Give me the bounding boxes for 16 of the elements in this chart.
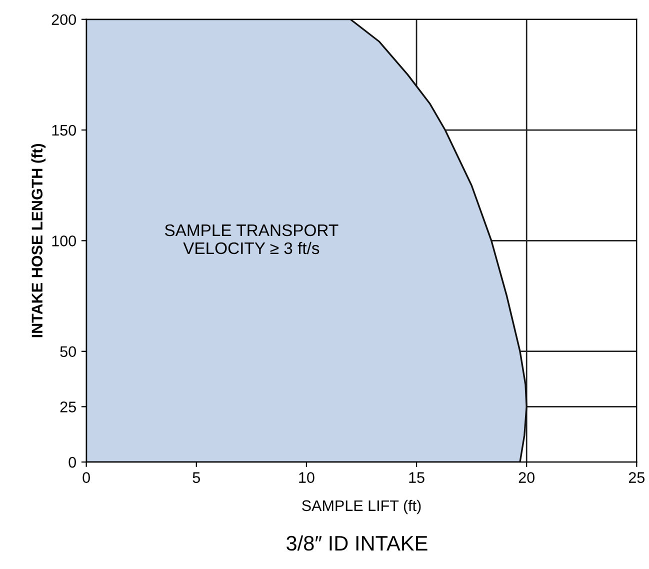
y-axis-title: INTAKE HOSE LENGTH (ft) — [31, 144, 46, 338]
y-tick-label: 100 — [52, 236, 76, 246]
x-tick-label: 15 — [409, 472, 424, 483]
text: 3/8″ ID INTAKE — [286, 535, 428, 551]
x-tick-label: 25 — [628, 472, 645, 483]
x-tick-label: 5 — [192, 472, 200, 483]
annotation: SAMPLE TRANSPORT VELOCITY ≥ 3 ft/s — [164, 224, 338, 254]
y-tick-label: 200 — [52, 14, 76, 26]
x-tick-label: 20 — [518, 472, 534, 483]
x-tick-label: 10 — [299, 472, 314, 483]
y-tick-label: 150 — [52, 124, 76, 136]
y-tick-label: 0 — [68, 456, 76, 468]
x-tick-label: 0 — [82, 472, 90, 483]
y-tick-label: 50 — [60, 346, 76, 358]
y-tick-label: 25 — [60, 402, 76, 412]
x-axis-title: SAMPLE LIFT (ft) — [302, 500, 421, 514]
